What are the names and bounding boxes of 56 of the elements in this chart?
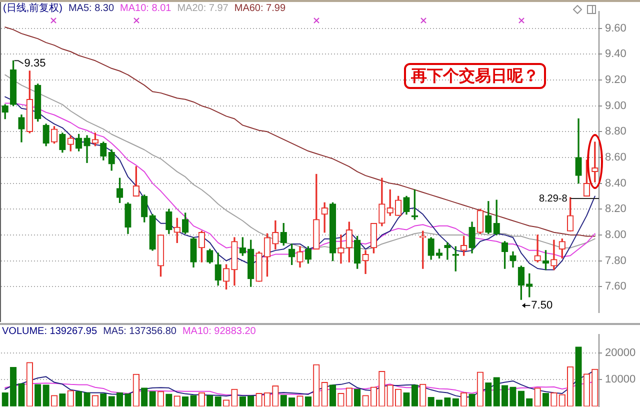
bar [34, 384, 42, 406]
bar [116, 392, 124, 406]
bar [149, 391, 156, 406]
y-tick-label: 9.20 [605, 74, 626, 86]
chart-title: (日线,前复权) [3, 3, 62, 15]
y-tick-label: 10000 [605, 374, 636, 386]
y-tick-label: 7.60 [605, 280, 626, 293]
text: MA10: 8.01 [120, 3, 172, 15]
text: MA60: 7.99 [234, 3, 286, 15]
y-tick-label: 9.00 [605, 100, 626, 112]
y-tick-label: 9.40 [605, 48, 626, 60]
bar [84, 392, 90, 406]
bar [141, 388, 148, 406]
annotation: 再下个交易日呢？ [404, 63, 546, 89]
y-tick-label: 7.80 [605, 254, 626, 267]
bar [542, 392, 550, 406]
bar [100, 393, 107, 406]
bar [280, 394, 287, 406]
text: MA10: 92883.20 [182, 326, 256, 338]
annotation: 9.35 [24, 58, 46, 70]
y-tick-label: 8.40 [605, 177, 626, 190]
bar [18, 383, 25, 406]
bar [59, 393, 66, 406]
bar [248, 396, 254, 406]
text: MA20: 7.97 [177, 3, 228, 15]
bar [468, 394, 476, 406]
y-tick-label: 8.80 [605, 126, 626, 138]
candlestick [338, 234, 344, 264]
y-tick-label: 8.60 [605, 152, 626, 164]
y-tick-label: 8.00 [605, 228, 626, 241]
bar [354, 388, 361, 406]
bar [206, 395, 214, 406]
chart-title: VOLUME: 139267.95 [2, 326, 98, 338]
bar [411, 384, 418, 406]
annotation: 7.50 [531, 300, 553, 312]
bar [493, 377, 500, 406]
annotation: 8.29-8 [538, 193, 568, 204]
bar [190, 395, 197, 406]
candlestick [321, 202, 328, 233]
bar [575, 346, 582, 406]
bar [75, 391, 82, 406]
y-tick-label: 20000 [605, 346, 636, 359]
bar [518, 390, 525, 406]
bar [403, 392, 410, 406]
bar [329, 384, 336, 406]
bar [485, 382, 492, 406]
bar [42, 384, 50, 406]
candlestick [534, 234, 541, 262]
bar [510, 386, 516, 406]
bar [501, 385, 508, 406]
y-tick-label: 8.20 [605, 203, 626, 216]
text: MA5: 137356.80 [103, 326, 176, 338]
text: MA5: 8.30 [68, 3, 114, 15]
bar [166, 394, 172, 406]
y-tick-label: 9.60 [605, 22, 626, 34]
bar [124, 393, 132, 406]
